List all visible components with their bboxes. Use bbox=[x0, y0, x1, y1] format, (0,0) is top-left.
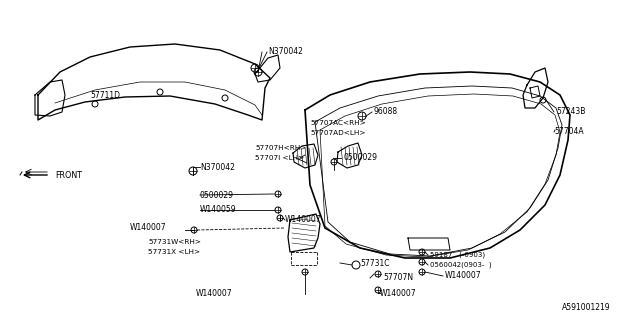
Text: 0500029: 0500029 bbox=[343, 154, 377, 163]
Text: 57707AD<LH>: 57707AD<LH> bbox=[310, 130, 365, 136]
Text: 0500029: 0500029 bbox=[200, 190, 234, 199]
Text: 96088: 96088 bbox=[374, 108, 398, 116]
Text: 57707H<RH>: 57707H<RH> bbox=[255, 145, 307, 151]
Text: 57731W<RH>: 57731W<RH> bbox=[148, 239, 201, 245]
Text: 57243B: 57243B bbox=[556, 108, 586, 116]
Text: 57707I <LH>: 57707I <LH> bbox=[255, 155, 304, 161]
Text: N370042: N370042 bbox=[268, 47, 303, 57]
Text: W140007: W140007 bbox=[380, 289, 417, 298]
Text: A591001219: A591001219 bbox=[562, 303, 611, 313]
Text: W140007: W140007 bbox=[285, 215, 322, 225]
Text: 57707N: 57707N bbox=[383, 274, 413, 283]
Text: 57731X <LH>: 57731X <LH> bbox=[148, 249, 200, 255]
Text: 59187   (-0903): 59187 (-0903) bbox=[430, 252, 485, 258]
Text: W140059: W140059 bbox=[200, 205, 237, 214]
Text: 57707AC<RH>: 57707AC<RH> bbox=[310, 120, 365, 126]
Text: 0560042(0903-  ): 0560042(0903- ) bbox=[430, 262, 492, 268]
Text: 57711D: 57711D bbox=[90, 91, 120, 100]
Text: W140007: W140007 bbox=[130, 223, 166, 233]
Text: 57704A: 57704A bbox=[554, 127, 584, 137]
Text: W140007: W140007 bbox=[445, 271, 482, 281]
Text: N370042: N370042 bbox=[200, 163, 235, 172]
Text: W140007: W140007 bbox=[196, 290, 232, 299]
Text: FRONT: FRONT bbox=[55, 171, 82, 180]
Text: 57731C: 57731C bbox=[360, 259, 390, 268]
